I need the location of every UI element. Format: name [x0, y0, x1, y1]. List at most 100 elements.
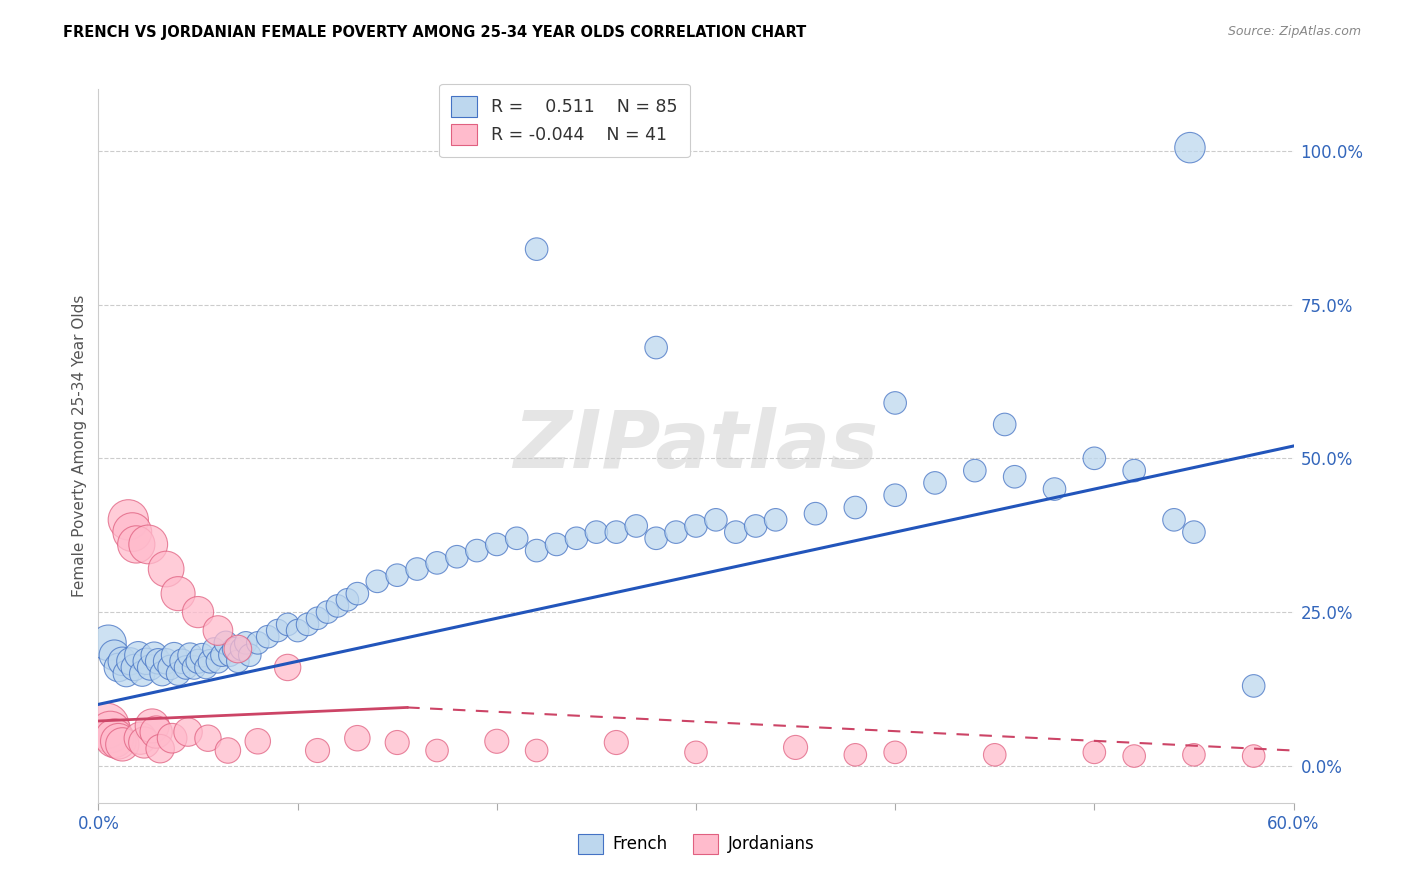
Point — [994, 417, 1017, 432]
Point — [219, 648, 242, 662]
Point — [117, 513, 139, 527]
Point — [804, 507, 827, 521]
Point — [785, 740, 807, 755]
Point — [96, 719, 118, 733]
Point — [103, 648, 125, 662]
Point — [267, 624, 290, 638]
Point — [963, 464, 986, 478]
Point — [145, 725, 167, 739]
Point — [124, 660, 146, 674]
Point — [256, 630, 278, 644]
Point — [148, 654, 170, 668]
Point — [426, 743, 449, 757]
Point — [141, 719, 163, 733]
Point — [107, 660, 129, 674]
Point — [1163, 513, 1185, 527]
Point — [197, 731, 219, 746]
Point — [765, 513, 787, 527]
Point — [685, 519, 707, 533]
Point — [626, 519, 648, 533]
Point — [307, 611, 329, 625]
Point — [277, 660, 299, 674]
Point — [139, 660, 162, 674]
Point — [235, 636, 257, 650]
Point — [884, 396, 907, 410]
Point — [1083, 451, 1105, 466]
Point — [565, 531, 588, 545]
Point — [426, 556, 449, 570]
Point — [131, 666, 153, 681]
Point — [98, 725, 122, 739]
Point — [191, 648, 214, 662]
Point — [222, 642, 245, 657]
Point — [884, 488, 907, 502]
Point — [155, 654, 177, 668]
Point — [187, 605, 209, 619]
Point — [704, 513, 727, 527]
Point — [163, 648, 186, 662]
Point — [406, 562, 429, 576]
Point — [177, 725, 200, 739]
Point — [1043, 482, 1066, 496]
Point — [526, 242, 548, 256]
Point — [120, 654, 142, 668]
Point — [446, 549, 468, 564]
Point — [239, 648, 262, 662]
Point — [127, 648, 149, 662]
Point — [143, 648, 166, 662]
Point — [465, 543, 488, 558]
Point — [97, 636, 120, 650]
Point — [277, 617, 299, 632]
Point — [172, 654, 194, 668]
Point — [546, 537, 568, 551]
Point — [134, 735, 156, 749]
Point — [366, 574, 388, 589]
Point — [605, 525, 627, 540]
Point — [246, 734, 269, 748]
Point — [984, 747, 1007, 762]
Point — [745, 519, 768, 533]
Point — [316, 605, 339, 619]
Point — [136, 537, 159, 551]
Point — [297, 617, 319, 632]
Point — [1182, 747, 1205, 762]
Point — [585, 525, 607, 540]
Point — [645, 341, 668, 355]
Point — [1178, 141, 1201, 155]
Text: Source: ZipAtlas.com: Source: ZipAtlas.com — [1227, 25, 1361, 38]
Point — [149, 741, 172, 756]
Point — [336, 592, 359, 607]
Point — [1243, 749, 1265, 764]
Point — [174, 660, 197, 674]
Point — [183, 660, 205, 674]
Point — [526, 543, 548, 558]
Point — [605, 735, 627, 749]
Legend: French, Jordanians: French, Jordanians — [569, 825, 823, 863]
Point — [111, 737, 134, 751]
Point — [207, 624, 229, 638]
Point — [155, 562, 177, 576]
Point — [217, 743, 239, 757]
Text: FRENCH VS JORDANIAN FEMALE POVERTY AMONG 25-34 YEAR OLDS CORRELATION CHART: FRENCH VS JORDANIAN FEMALE POVERTY AMONG… — [63, 25, 807, 40]
Y-axis label: Female Poverty Among 25-34 Year Olds: Female Poverty Among 25-34 Year Olds — [72, 295, 87, 597]
Text: ZIPatlas: ZIPatlas — [513, 407, 879, 485]
Point — [195, 660, 218, 674]
Point — [226, 642, 249, 657]
Point — [1182, 525, 1205, 540]
Point — [167, 666, 190, 681]
Point — [135, 654, 157, 668]
Point — [207, 654, 229, 668]
Point — [115, 666, 138, 681]
Point — [215, 636, 238, 650]
Point — [103, 731, 125, 746]
Point — [326, 599, 349, 613]
Point — [685, 745, 707, 759]
Point — [226, 654, 249, 668]
Point — [160, 731, 183, 746]
Point — [121, 525, 143, 540]
Point — [167, 587, 190, 601]
Point — [485, 537, 508, 551]
Point — [307, 743, 329, 757]
Point — [385, 568, 409, 582]
Point — [665, 525, 688, 540]
